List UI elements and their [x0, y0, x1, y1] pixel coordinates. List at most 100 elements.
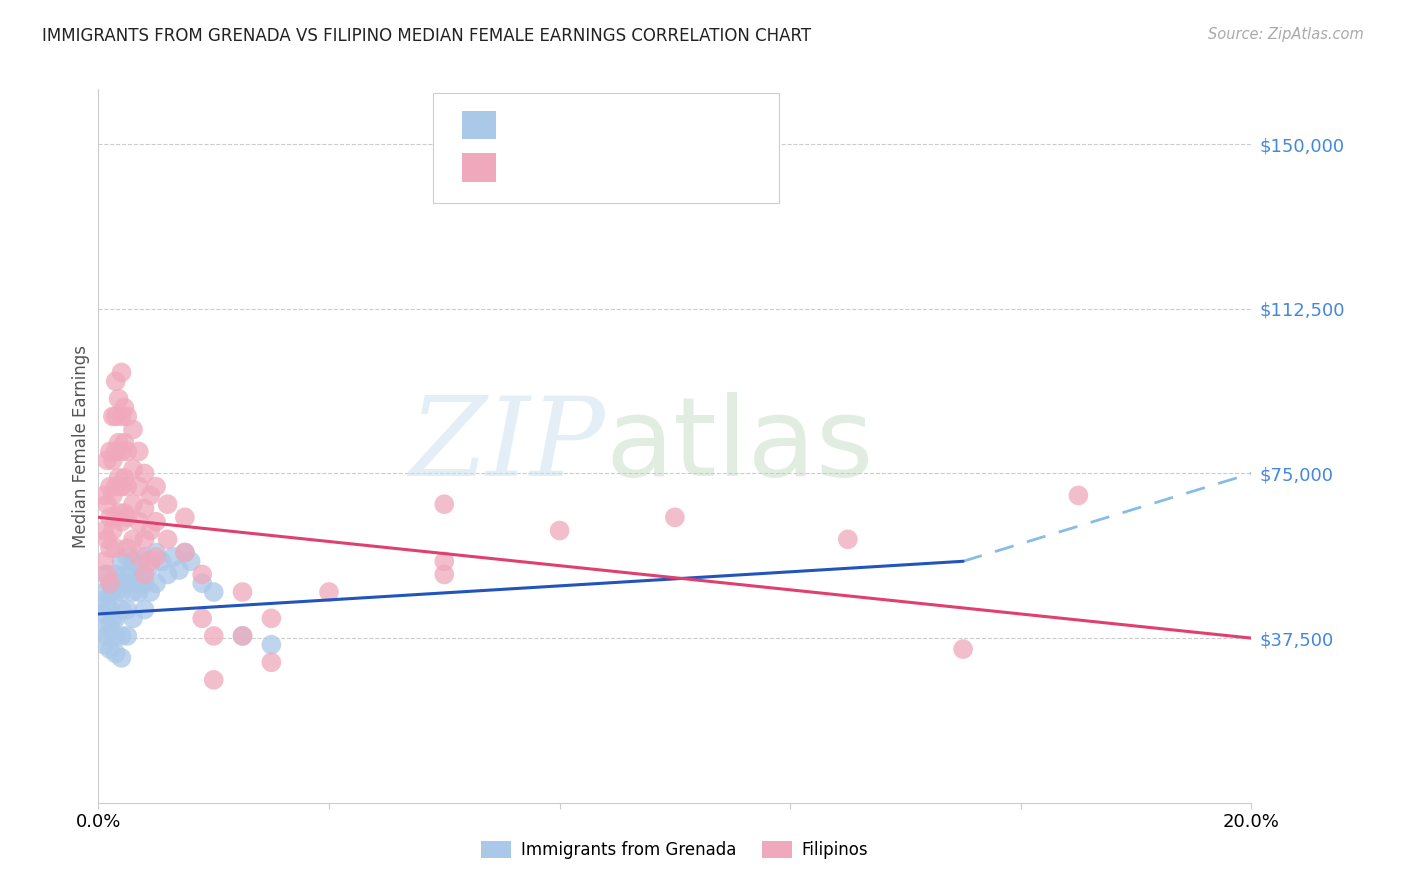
Point — [122, 533, 145, 547]
Point — [117, 576, 138, 591]
Point — [134, 501, 156, 516]
Point — [117, 602, 138, 616]
Point — [231, 629, 254, 643]
Point — [134, 549, 156, 564]
Point — [134, 567, 156, 582]
Point — [112, 471, 135, 485]
Point — [98, 576, 121, 591]
Point — [98, 510, 121, 524]
Point — [139, 554, 162, 568]
Point — [202, 585, 225, 599]
Point — [93, 620, 115, 634]
Text: 80: 80 — [686, 157, 710, 175]
Point — [112, 567, 135, 582]
Point — [96, 497, 118, 511]
Point — [110, 480, 132, 494]
Point — [122, 585, 145, 599]
Point — [96, 567, 118, 582]
Point — [202, 629, 225, 643]
Point — [110, 409, 132, 424]
Point — [91, 607, 114, 621]
Point — [96, 453, 118, 467]
Point — [122, 554, 145, 568]
Text: R =: R = — [512, 114, 547, 132]
Point — [117, 409, 138, 424]
Point — [202, 673, 225, 687]
Point — [117, 541, 138, 555]
Text: N =: N = — [634, 114, 672, 132]
Point — [98, 541, 121, 555]
Point — [104, 611, 127, 625]
FancyBboxPatch shape — [461, 111, 496, 139]
FancyBboxPatch shape — [433, 93, 779, 203]
Point — [112, 401, 135, 415]
Text: Source: ZipAtlas.com: Source: ZipAtlas.com — [1208, 27, 1364, 42]
Point — [104, 629, 127, 643]
Point — [98, 620, 121, 634]
Point — [94, 567, 117, 582]
Point — [110, 444, 132, 458]
Point — [156, 497, 179, 511]
Text: 55: 55 — [686, 114, 710, 132]
Point — [117, 480, 138, 494]
Point — [145, 515, 167, 529]
Point — [191, 576, 214, 591]
Point — [120, 567, 142, 582]
Point — [104, 374, 127, 388]
Point — [104, 541, 127, 555]
Point — [122, 611, 145, 625]
Point — [145, 549, 167, 564]
Point — [318, 585, 340, 599]
Point — [174, 545, 197, 559]
Point — [101, 453, 124, 467]
Point — [128, 444, 150, 458]
Point — [664, 510, 686, 524]
Point — [107, 435, 129, 450]
Point — [110, 629, 132, 643]
Point — [110, 515, 132, 529]
Point — [110, 651, 132, 665]
Point — [117, 510, 138, 524]
Point — [260, 611, 283, 625]
Point — [98, 576, 121, 591]
Point — [104, 444, 127, 458]
Point — [231, 629, 254, 643]
Point — [110, 585, 132, 599]
Text: ZIP: ZIP — [409, 392, 606, 500]
Point — [101, 611, 124, 625]
Point — [134, 533, 156, 547]
Point — [96, 629, 118, 643]
Point — [107, 506, 129, 520]
Point — [117, 549, 138, 564]
Point — [139, 524, 162, 538]
Point — [96, 533, 118, 547]
Point — [145, 480, 167, 494]
Point — [139, 585, 162, 599]
Point — [128, 558, 150, 573]
Point — [433, 554, 456, 568]
Point — [96, 598, 118, 612]
Point — [191, 611, 214, 625]
Point — [231, 585, 254, 599]
Point — [433, 497, 456, 511]
Point — [131, 567, 153, 582]
Point — [112, 435, 135, 450]
Point — [150, 554, 173, 568]
Point — [98, 444, 121, 458]
Text: -0.187: -0.187 — [565, 157, 624, 175]
Text: R =: R = — [512, 157, 547, 175]
Legend: Immigrants from Grenada, Filipinos: Immigrants from Grenada, Filipinos — [475, 834, 875, 866]
Point — [117, 444, 138, 458]
Point — [122, 462, 145, 476]
Point — [98, 602, 121, 616]
Point — [191, 567, 214, 582]
Point — [90, 594, 112, 608]
Point — [145, 545, 167, 559]
Point — [104, 409, 127, 424]
Point — [1067, 488, 1090, 502]
Point — [104, 567, 127, 582]
Point — [107, 392, 129, 406]
Point — [139, 558, 162, 573]
Point — [101, 488, 124, 502]
Point — [837, 533, 859, 547]
